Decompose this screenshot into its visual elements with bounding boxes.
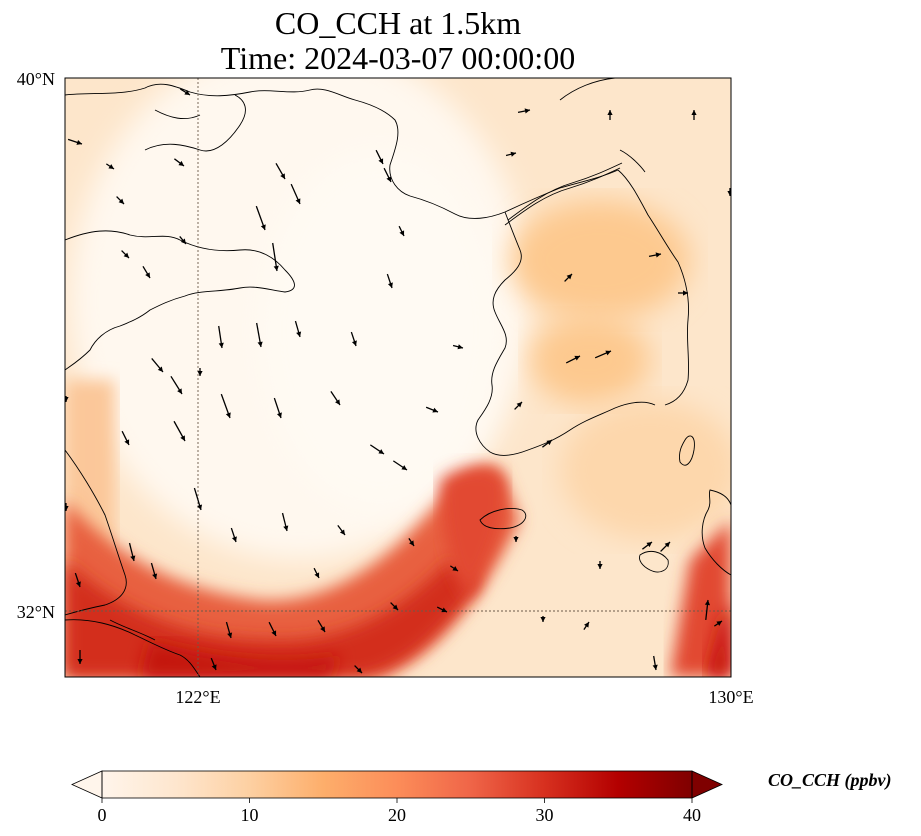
lat-tick-40n: 40°N xyxy=(17,69,55,89)
lon-tick-130e: 130°E xyxy=(708,687,753,707)
map-frame xyxy=(64,77,732,678)
colorbar-tick-10: 10 xyxy=(241,805,259,825)
colorbar-gradient xyxy=(102,771,692,798)
colorbar: 0 10 20 30 40 xyxy=(71,770,723,825)
plot-title: CO_CCH at 1.5km xyxy=(274,5,522,41)
colorbar-tick-20: 20 xyxy=(388,805,406,825)
lon-tick-122e: 122°E xyxy=(175,687,220,707)
colorbar-min-extend xyxy=(71,770,103,799)
gridlines xyxy=(65,78,731,677)
coastline xyxy=(65,78,731,677)
colorbar-label: CO_CCH (ppbv) xyxy=(768,770,892,790)
concentration-field xyxy=(65,78,731,677)
lat-tick-32n: 32°N xyxy=(17,602,55,622)
colorbar-max-extend xyxy=(691,770,723,799)
plot-subtitle: Time: 2024-03-07 00:00:00 xyxy=(220,40,576,76)
colorbar-tick-40: 40 xyxy=(683,805,701,825)
wind-vectors xyxy=(65,88,731,674)
colorbar-tick-0: 0 xyxy=(98,805,107,825)
colorbar-tick-30: 30 xyxy=(536,805,554,825)
